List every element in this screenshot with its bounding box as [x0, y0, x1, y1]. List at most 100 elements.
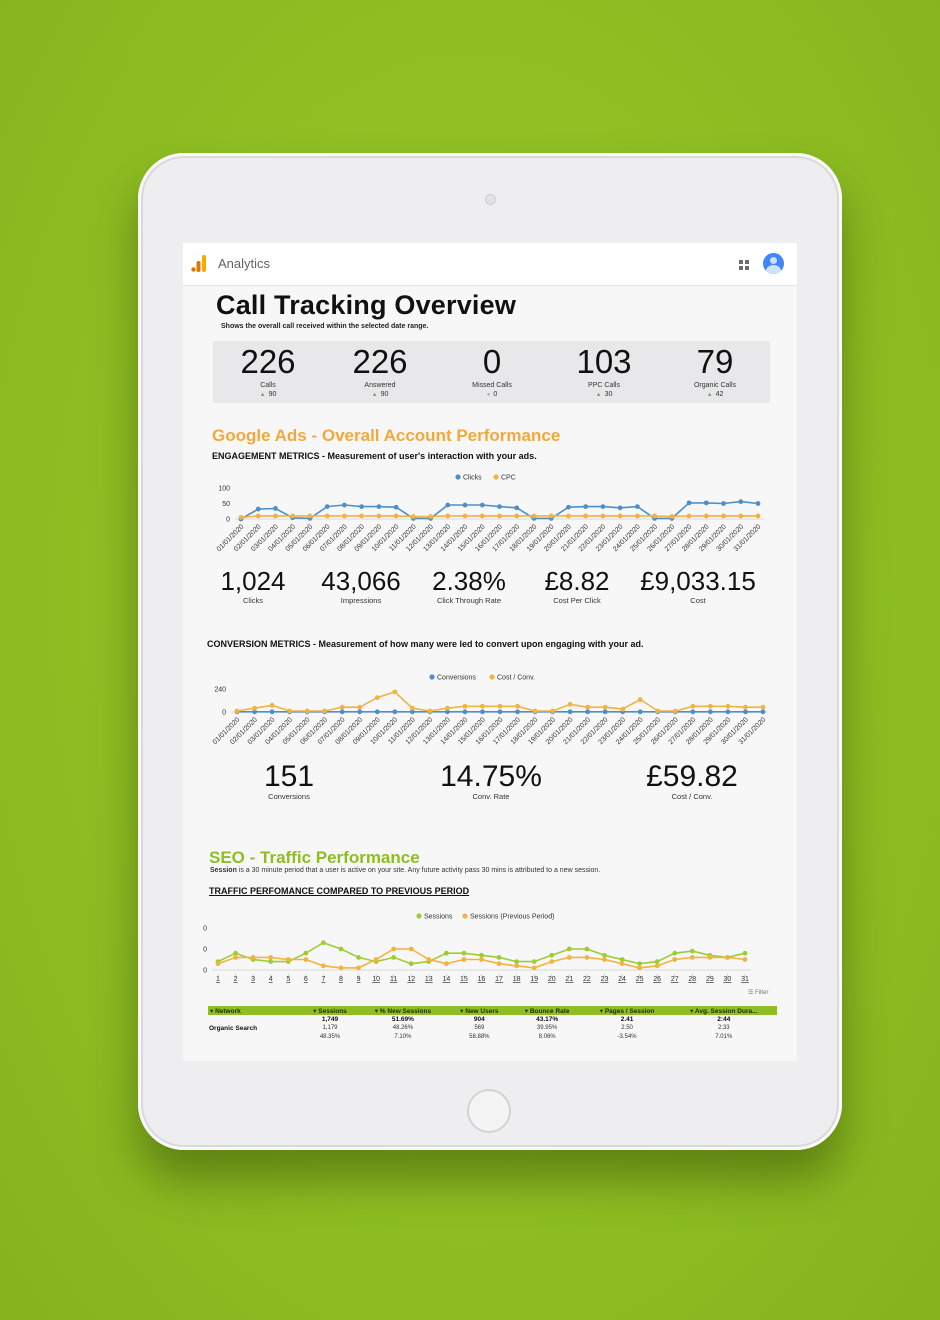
data-point [479, 957, 484, 962]
kpi-delta: ▲ 30 [595, 391, 613, 398]
call-kpi-panel: 226 Calls ▲ 90 226 Answered ▲ 90 0 Missed … [213, 341, 770, 403]
stat-clicks: 1,024 Clicks [203, 566, 303, 606]
data-point [725, 703, 731, 709]
x-tick-label: 26 [653, 976, 661, 983]
stat-value: 1,024 [220, 566, 286, 596]
kpi-label: PPC Calls [588, 382, 620, 389]
app-name: Analytics [218, 256, 271, 271]
col-bounce-rate[interactable]: ▾ Bounce Rate [510, 1006, 584, 1015]
kpi-label: Organic Calls [693, 382, 736, 389]
kpi-label: Missed Calls [472, 382, 512, 389]
kpi-delta: ▲ 90 [371, 391, 389, 398]
data-point [602, 704, 608, 710]
legend-marker [493, 474, 499, 480]
kpi-label: Answered [364, 382, 396, 389]
network-cell: Organic Search [209, 1025, 258, 1032]
data-point [238, 515, 244, 520]
data-point [321, 940, 326, 946]
kpi-delta: ▲ 42 [706, 391, 724, 398]
google-ads-section-title: Google Ads - Overall Account Performance [212, 426, 561, 445]
data-point [584, 955, 590, 960]
data-point [690, 709, 696, 715]
engagement-chart: Clicks CPC05010001/01/202002/01/202003/01… [216, 474, 764, 553]
data-point [357, 704, 363, 710]
col-new-sessions[interactable]: ▾ % New Sessions [357, 1006, 448, 1015]
y-tick-label: 200 [203, 926, 207, 933]
data-point [252, 709, 257, 715]
col-new-users[interactable]: ▾ New Users [447, 1006, 511, 1015]
kpi-value: 226 [352, 343, 408, 380]
data-point [548, 513, 554, 519]
col-avg-session[interactable]: ▾ Avg. Session Dura... [670, 1006, 777, 1015]
sort-icon: ▾ [313, 1007, 319, 1015]
data-point [738, 513, 744, 519]
legend-marker [489, 674, 495, 680]
x-tick-label: 17 [495, 976, 503, 983]
data-point [322, 708, 328, 714]
data-point [324, 504, 330, 509]
data-point [703, 513, 709, 519]
y-tick-label: 240 [214, 687, 226, 694]
stat-conversions: 151 Conversions [239, 762, 339, 802]
data-point [634, 513, 640, 519]
data-point [409, 709, 415, 715]
kpi-ppc-calls: 103 PPC Calls ▲ 30 [559, 343, 649, 400]
data-point [373, 957, 379, 962]
data-point [686, 513, 692, 519]
data-point [324, 513, 330, 519]
stat-value: 151 [263, 760, 315, 793]
conversion-chart: Conversions Cost / Conv.024001/01/202002/… [212, 674, 769, 746]
stat-label: Cost [690, 596, 706, 605]
apps-grid-icon[interactable] [738, 259, 750, 271]
kpi-delta: ● 0 [486, 391, 498, 398]
data-point [637, 697, 643, 702]
data-point [514, 513, 520, 519]
kpi-organic-calls: 79 Organic Calls ▲ 42 [670, 343, 760, 400]
col-sessions[interactable]: ▾ Sessions [302, 1006, 358, 1015]
home-button[interactable] [467, 1089, 511, 1133]
stat-value: £8.82 [544, 566, 610, 596]
legend-marker [429, 674, 435, 680]
data-point [342, 502, 347, 508]
data-point [307, 513, 313, 519]
account-avatar-icon[interactable] [763, 253, 784, 274]
data-point [496, 961, 502, 967]
data-point [672, 950, 678, 956]
data-point [515, 709, 520, 715]
x-tick-label: 18 [513, 976, 521, 983]
data-point [393, 504, 399, 510]
data-point [287, 708, 292, 714]
data-point [755, 513, 761, 519]
seo-section-title: SEO - Traffic Performance [209, 848, 420, 867]
data-point [392, 689, 398, 695]
col-network[interactable]: ▾ Network [208, 1006, 302, 1015]
legend-marker [462, 913, 468, 919]
stat-cost: £9,033.15 Cost [631, 566, 765, 606]
kpi-value: 0 [482, 343, 502, 380]
filter-button[interactable]: ☰ Filter [748, 990, 769, 996]
x-tick-label: 15 [460, 976, 468, 983]
x-tick-label: 14 [442, 976, 450, 983]
metric-cell: 904 569 58.88% [469, 1016, 490, 1040]
data-point [654, 959, 660, 964]
metric-cell: 43.17% 39.95% 8.06% [536, 1016, 559, 1040]
data-point [760, 704, 766, 710]
legend-label: Sessions (Previous Period) [470, 914, 554, 921]
data-point [393, 513, 399, 519]
data-point [359, 504, 365, 509]
x-tick-label: 11 [390, 976, 397, 983]
col-pages-session[interactable]: ▾ Pages / Session [583, 1006, 671, 1015]
data-point [273, 506, 278, 511]
stat-label: Click Through Rate [436, 596, 502, 605]
data-point [304, 708, 310, 714]
data-point [550, 708, 555, 714]
data-point [617, 505, 623, 511]
data-point [637, 965, 642, 971]
x-tick-label: 8 [339, 976, 343, 983]
tablet-screen: Analytics Call Tracking Overview Shows t… [183, 243, 797, 1061]
data-point [356, 965, 361, 971]
legend-label: Clicks [463, 475, 482, 482]
kpi-value: 226 [240, 343, 296, 380]
data-point [619, 961, 625, 967]
sort-icon: ▾ [210, 1007, 216, 1015]
